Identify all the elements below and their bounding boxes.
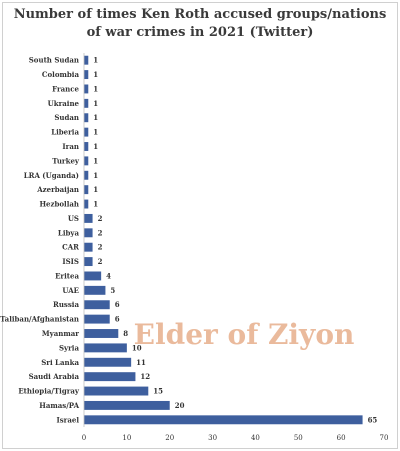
bar-car — [84, 242, 93, 252]
category-label-iran: Iran — [62, 142, 79, 151]
category-label-liberia: Liberia — [51, 128, 79, 137]
chart-title-line-2: of war crimes in 2021 (Twitter) — [86, 25, 314, 40]
value-label-ukraine: 1 — [93, 99, 98, 108]
category-label-taliban-afghanistan: Taliban/Afghanistan — [0, 315, 79, 324]
value-label-car: 2 — [98, 243, 103, 252]
value-label-azerbaijan: 1 — [93, 185, 98, 194]
bar-azerbaijan — [84, 185, 89, 195]
x-tick-label-10: 10 — [122, 434, 131, 442]
category-label-isis: ISIS — [62, 257, 79, 266]
value-label-libya: 2 — [98, 228, 103, 237]
bar-syria — [84, 343, 127, 353]
chart-title-line-1: Number of times Ken Roth accused groups/… — [13, 7, 387, 22]
bar-saudi-arabia — [84, 372, 136, 382]
x-tick-label-60: 60 — [337, 434, 346, 442]
bar-france — [84, 84, 89, 94]
bar-hamas-pa — [84, 400, 170, 410]
category-label-sudan: Sudan — [54, 113, 79, 122]
bar-us — [84, 213, 93, 223]
value-label-south-sudan: 1 — [93, 56, 98, 65]
bar-sudan — [84, 113, 89, 123]
category-label-lra-uganda: LRA (Uganda) — [24, 171, 79, 180]
value-label-russia: 6 — [115, 300, 120, 309]
category-label-russia: Russia — [53, 300, 79, 309]
category-label-colombia: Colombia — [42, 70, 80, 79]
x-tick-label-70: 70 — [380, 434, 389, 442]
value-label-sri-lanka: 11 — [136, 358, 146, 367]
value-label-france: 1 — [93, 84, 98, 93]
category-label-hezbollah: Hezbollah — [39, 200, 79, 209]
value-label-eritea: 4 — [106, 271, 111, 280]
bar-russia — [84, 300, 110, 310]
category-label-sri-lanka: Sri Lanka — [41, 358, 79, 367]
category-label-ethiopia-tigray: Ethiopia/Tigray — [18, 387, 80, 396]
x-tick-label-30: 30 — [208, 434, 217, 442]
value-label-turkey: 1 — [93, 156, 98, 165]
watermark: Elder of Ziyon — [134, 318, 355, 351]
bar-hezbollah — [84, 199, 89, 209]
category-label-france: France — [52, 84, 79, 93]
category-labels: South Sudan Colombia France Ukraine Sudan Lib… — [0, 56, 80, 425]
bars-group — [84, 55, 363, 425]
value-label-ethiopia-tigray: 15 — [153, 387, 163, 396]
value-label-israel: 65 — [368, 415, 378, 424]
value-label-iran: 1 — [93, 142, 98, 151]
bar-ethiopia-tigray — [84, 386, 149, 396]
category-label-ukraine: Ukraine — [48, 99, 80, 108]
x-tick-label-0: 0 — [82, 434, 86, 442]
category-label-turkey: Turkey — [52, 156, 80, 165]
bar-ukraine — [84, 98, 89, 108]
category-label-uae: UAE — [62, 286, 79, 295]
category-label-saudi-arabia: Saudi Arabia — [29, 372, 80, 381]
value-label-liberia: 1 — [93, 128, 98, 137]
x-tick-label-50: 50 — [294, 434, 303, 442]
value-label-syria: 10 — [132, 343, 142, 352]
bar-turkey — [84, 156, 89, 166]
x-tick-label-20: 20 — [165, 434, 174, 442]
bar-lra-uganda — [84, 170, 89, 180]
value-label-colombia: 1 — [93, 70, 98, 79]
bar-isis — [84, 257, 93, 267]
category-label-south-sudan: South Sudan — [29, 56, 79, 65]
bar-eritea — [84, 271, 102, 281]
category-label-hamas-pa: Hamas/PA — [39, 401, 79, 410]
bar-myanmar — [84, 329, 119, 338]
chart-title: Number of times Ken Roth accused groups/… — [0, 6, 400, 42]
category-label-libya: Libya — [58, 228, 80, 237]
value-label-hamas-pa: 20 — [175, 401, 185, 410]
value-label-isis: 2 — [98, 257, 103, 266]
bar-iran — [84, 142, 89, 151]
bar-taliban-afghanistan — [84, 314, 110, 324]
category-label-israel: Israel — [56, 415, 79, 424]
bar-colombia — [84, 70, 89, 80]
category-label-car: CAR — [62, 243, 79, 252]
category-label-syria: Syria — [59, 343, 79, 352]
value-label-us: 2 — [98, 214, 103, 223]
value-label-uae: 5 — [110, 286, 115, 295]
value-label-sudan: 1 — [93, 113, 98, 122]
category-label-eritea: Eritea — [55, 271, 79, 280]
x-axis: 0 10 20 30 40 50 60 70 — [82, 53, 389, 442]
category-label-myanmar: Myanmar — [42, 329, 79, 338]
bar-libya — [84, 228, 93, 238]
x-tick-label-40: 40 — [251, 434, 260, 442]
value-label-lra-uganda: 1 — [93, 171, 98, 180]
category-label-azerbaijan: Azerbaijan — [36, 185, 79, 194]
bar-israel — [84, 415, 363, 425]
value-label-hezbollah: 1 — [93, 200, 98, 209]
value-label-myanmar: 8 — [123, 329, 128, 338]
value-label-saudi-arabia: 12 — [140, 372, 150, 381]
bar-liberia — [84, 127, 89, 137]
bar-sri-lanka — [84, 357, 132, 367]
bar-uae — [84, 285, 106, 295]
category-label-us: US — [68, 214, 79, 223]
value-label-taliban-afghanistan: 6 — [115, 315, 120, 324]
bar-south-sudan — [84, 55, 89, 65]
